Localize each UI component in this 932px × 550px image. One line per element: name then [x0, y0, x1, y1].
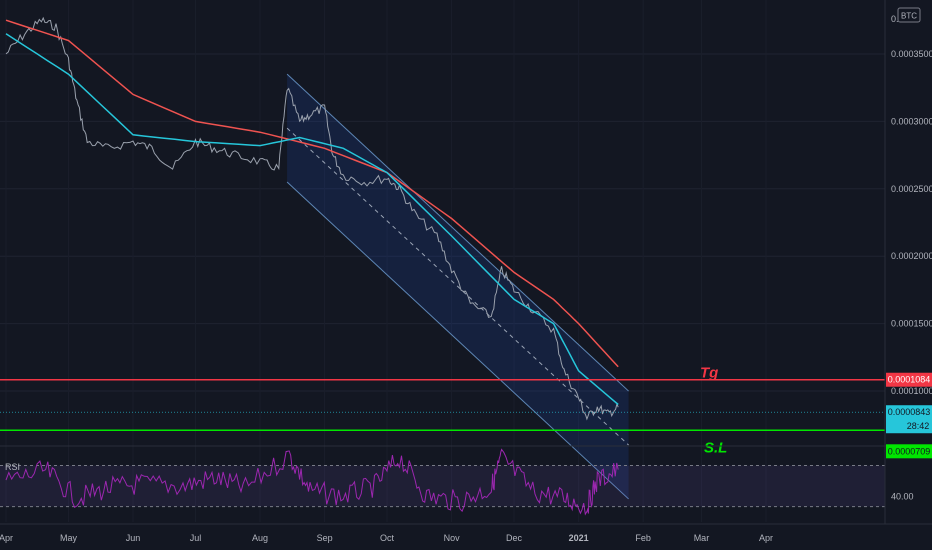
level-price-badge-text: 0.0000709 — [888, 446, 931, 456]
y-tick-label: 0.0001500 — [891, 319, 932, 329]
currency-badge-box — [897, 7, 921, 23]
x-tick-label: Jul — [190, 533, 202, 543]
level-lines[interactable]: Tg S.L — [0, 365, 885, 457]
current-price-badge-text: 0.0000843 — [888, 407, 931, 417]
x-tick-label: Dec — [506, 533, 523, 543]
y-tick-label: 0.0003000 — [891, 116, 932, 126]
rsi-title: RSI — [5, 462, 20, 472]
y-axis-top-partial-label: 0. — [891, 14, 899, 24]
ema-fast-line — [5, 33, 619, 406]
x-tick-label: Sep — [317, 533, 333, 543]
x-tick-label: Mar — [694, 533, 710, 543]
x-tick-label: Apr — [759, 533, 773, 543]
series-group — [5, 16, 619, 421]
current-price-badge — [886, 405, 932, 434]
price-badges: 0.0001084 0.0000709 0.0000843 28:42 — [886, 372, 932, 459]
channel-upper-line[interactable] — [286, 73, 629, 392]
rsi-pane: 80.0040.00 — [0, 448, 914, 516]
x-tick-label: Apr — [0, 533, 13, 543]
rsi-y-tick-label: 40.00 — [891, 491, 914, 501]
x-tick-label: Feb — [635, 533, 651, 543]
channel-midline[interactable] — [286, 127, 629, 446]
currency-badge-text: BTC — [901, 12, 917, 21]
level-price-badge — [886, 444, 932, 459]
currency-badge[interactable]: BTC — [897, 7, 921, 23]
y-tick-label: 0.0001000 — [891, 386, 932, 396]
y-tick-label: 0.0002000 — [891, 251, 932, 261]
y-tick-label: 0.0002500 — [891, 184, 932, 194]
level-name-label: Tg — [700, 365, 718, 382]
level-price-badge — [886, 372, 932, 387]
x-tick-label: Nov — [444, 533, 461, 543]
rsi-line — [5, 448, 619, 516]
x-tick-label: Aug — [252, 533, 268, 543]
x-tick-label: Jun — [126, 533, 141, 543]
x-tick-label: 2021 — [569, 533, 589, 543]
x-tick-label: May — [60, 533, 78, 543]
current-price-countdown: 28:42 — [907, 421, 930, 431]
y-tick-label: 0.0003500 — [891, 49, 932, 59]
ema-slow-line — [5, 19, 619, 368]
rsi-band-fill — [0, 465, 885, 507]
grid — [0, 53, 885, 392]
x-tick-label: Oct — [380, 533, 395, 543]
level-name-label: S.L — [704, 439, 727, 456]
level-price-badge-text: 0.0001084 — [888, 375, 931, 385]
